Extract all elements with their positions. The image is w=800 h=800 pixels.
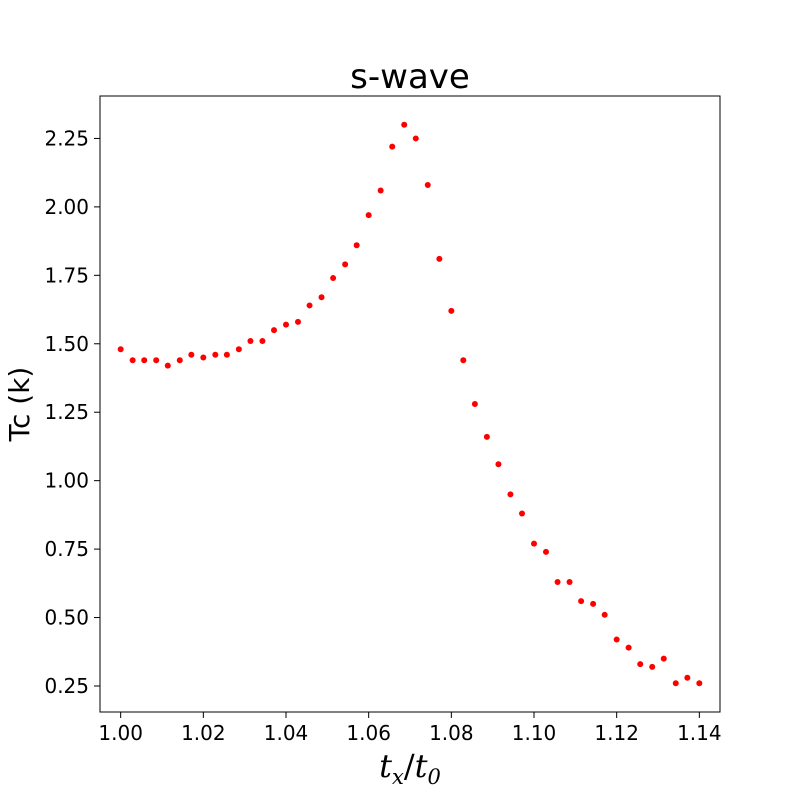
- data-point: [342, 261, 349, 268]
- data-point: [235, 346, 242, 353]
- data-point: [531, 540, 537, 547]
- data-point: [637, 661, 644, 668]
- x-tick-label: 1.02: [181, 721, 226, 745]
- x-tick-label: 1.04: [264, 721, 309, 745]
- y-tick-label: 0.75: [44, 537, 89, 561]
- x-tick-label: 1.12: [594, 721, 639, 745]
- data-point: [389, 143, 396, 150]
- data-point: [507, 491, 514, 498]
- data-point: [696, 680, 703, 687]
- x-tick-label: 1.06: [346, 721, 391, 745]
- data-point: [141, 357, 148, 364]
- data-point: [684, 674, 691, 681]
- data-point: [283, 321, 289, 328]
- data-point: [601, 611, 608, 618]
- x-axis: 1.00 1.02 1.04 1.06 1.08 1.10 1.12 1.14: [98, 712, 722, 745]
- data-point: [542, 548, 549, 555]
- data-point: [365, 212, 372, 219]
- x-tick-label: 1.08: [429, 721, 474, 745]
- data-point: [649, 663, 656, 670]
- data-point: [590, 600, 597, 607]
- data-point: [424, 181, 431, 188]
- y-axis-label: Tc (k): [3, 367, 36, 443]
- data-point: [117, 346, 124, 353]
- data-point: [495, 461, 502, 468]
- data-point: [306, 302, 313, 309]
- data-point: [613, 636, 620, 643]
- data-point: [566, 578, 573, 585]
- data-point: [554, 578, 561, 585]
- data-point: [660, 655, 667, 662]
- x-tick-label: 1.10: [512, 721, 557, 745]
- data-point: [271, 327, 278, 334]
- x-label-subscript-2: 0: [427, 765, 440, 789]
- data-point: [436, 255, 443, 262]
- data-point: [247, 338, 254, 345]
- data-point: [483, 433, 490, 440]
- data-point: [164, 362, 171, 369]
- y-tick-label: 0.25: [44, 674, 89, 698]
- data-point: [578, 598, 585, 605]
- data-point: [259, 338, 266, 345]
- data-point: [153, 357, 160, 364]
- y-tick-label: 1.75: [44, 263, 89, 287]
- data-point: [471, 401, 478, 407]
- data-point: [223, 351, 230, 358]
- chart-title: s-wave: [350, 57, 470, 97]
- data-point: [460, 357, 467, 364]
- y-axis: 0.25 0.50 0.75 1.00 1.25 1.50 1.75 2.00 2.25: [44, 126, 100, 698]
- y-tick-label: 2.25: [44, 126, 89, 150]
- data-point: [294, 318, 301, 325]
- x-tick-label: 1.14: [677, 721, 722, 745]
- data-point: [519, 510, 526, 517]
- data-point: [212, 351, 219, 358]
- x-label-slash: /: [404, 747, 415, 785]
- y-tick-label: 1.50: [44, 332, 89, 356]
- x-label-base-2: t: [415, 747, 428, 785]
- data-point: [672, 680, 679, 687]
- data-point: [448, 307, 455, 314]
- data-point: [188, 351, 195, 358]
- y-tick-label: 2.00: [44, 195, 89, 219]
- data-point: [353, 242, 360, 249]
- y-tick-label: 1.25: [44, 400, 89, 424]
- y-tick-label: 0.50: [44, 606, 89, 630]
- data-point: [412, 135, 419, 142]
- data-point: [377, 187, 384, 194]
- x-label-base: t: [379, 747, 392, 785]
- data-point: [330, 275, 337, 282]
- data-point: [200, 354, 207, 361]
- plot-area-frame: [99, 95, 721, 713]
- data-point: [625, 644, 632, 651]
- data-points: [117, 121, 703, 687]
- data-point: [176, 357, 183, 364]
- data-point: [129, 357, 136, 364]
- data-point: [401, 121, 408, 128]
- x-tick-label: 1.00: [98, 721, 143, 745]
- data-point: [318, 294, 325, 301]
- x-axis-label: tx/t0: [379, 747, 441, 789]
- x-label-subscript: x: [392, 765, 404, 789]
- y-tick-label: 1.00: [44, 469, 89, 493]
